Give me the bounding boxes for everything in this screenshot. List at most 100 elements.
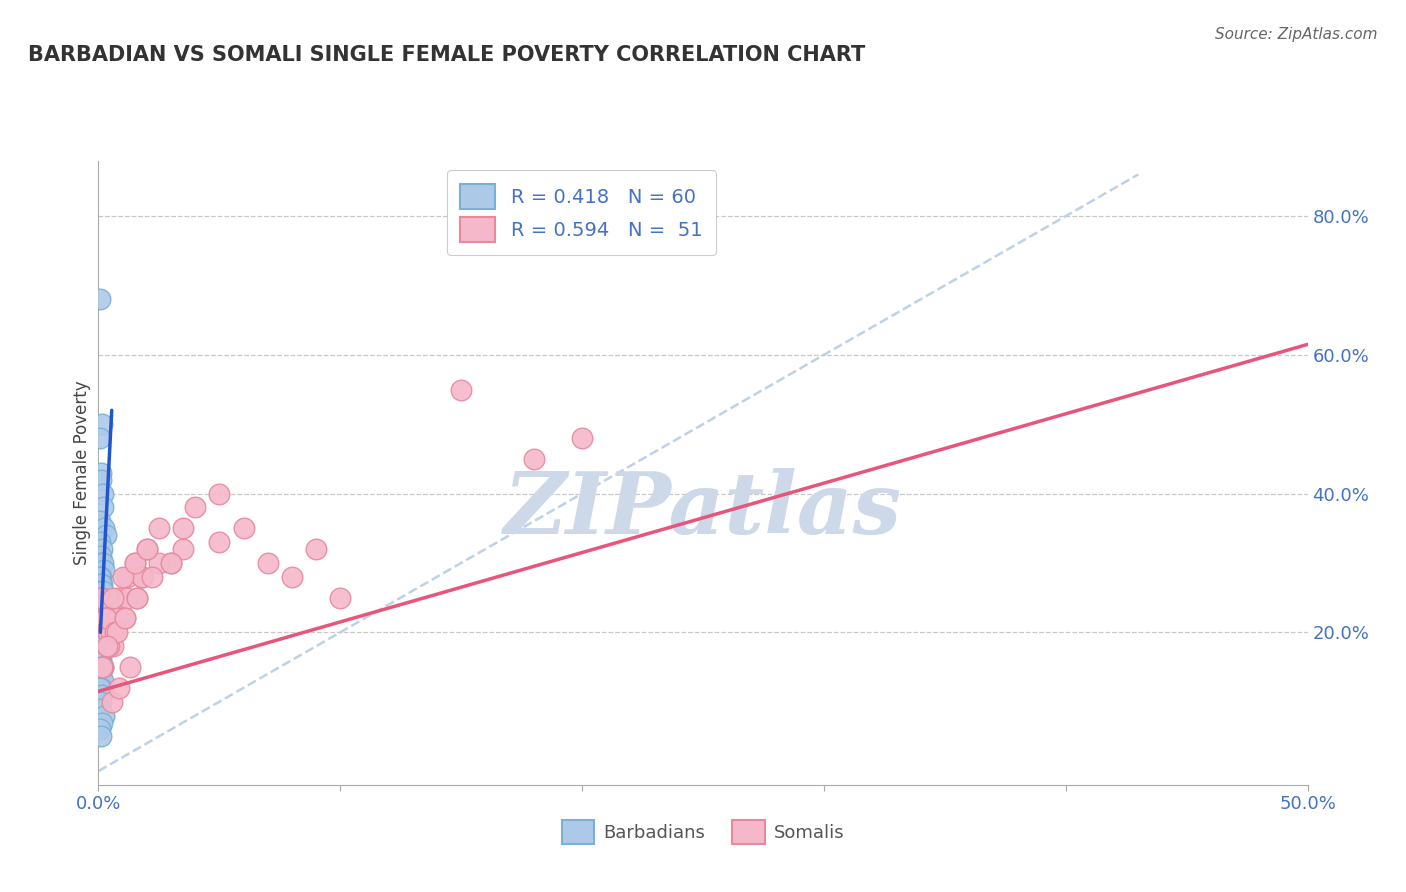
Point [90,667,112,681]
Point [89,598,111,612]
Point [91,660,114,674]
Point [94,611,117,625]
Point [127,591,149,605]
Point [91,542,114,557]
Point [89,667,111,681]
Point [118,660,141,674]
Point [450,383,472,397]
Point [117,570,139,584]
Point [91,639,114,653]
Point [91,591,114,605]
Point [90,591,112,605]
Point [89,611,111,625]
Point [91,625,114,640]
Point [329,591,352,605]
Point [89,673,111,688]
Point [90,549,112,563]
Point [91,660,114,674]
Point [91,611,114,625]
Point [93,563,115,577]
Point [96,639,118,653]
Point [90,632,112,647]
Point [89,591,111,605]
Point [107,591,129,605]
Point [148,556,170,570]
Point [172,521,194,535]
Point [91,576,114,591]
Text: Source: ZipAtlas.com: Source: ZipAtlas.com [1215,27,1378,42]
Point [131,570,153,584]
Point [124,556,146,570]
Point [89,646,111,660]
Point [208,486,231,500]
Point [91,605,114,619]
Point [90,598,112,612]
Point [523,451,546,466]
Point [89,618,111,632]
Point [94,528,117,542]
Point [90,605,112,619]
Point [91,417,114,432]
Point [93,618,115,632]
Point [98,639,121,653]
Point [91,660,114,674]
Point [305,542,328,557]
Point [100,625,122,640]
Point [281,570,304,584]
Point [97,639,120,653]
Point [114,611,136,625]
Point [90,473,112,487]
Point [91,688,114,702]
Point [100,695,122,709]
Point [89,514,111,528]
Point [90,618,112,632]
Text: BARBADIAN VS SOMALI SINGLE FEMALE POVERTY CORRELATION CHART: BARBADIAN VS SOMALI SINGLE FEMALE POVERT… [28,45,865,64]
Point [90,681,112,695]
Point [208,535,231,549]
Point [89,723,111,737]
Point [105,625,128,640]
Point [141,570,163,584]
Point [101,591,124,605]
Point [571,431,593,445]
Point [107,611,129,625]
Point [97,625,120,640]
Point [90,466,112,480]
Point [93,708,115,723]
Point [91,660,114,674]
Legend: Barbadians, Somalis: Barbadians, Somalis [554,814,852,851]
Point [90,611,112,625]
Point [160,556,183,570]
Point [89,431,111,445]
Point [91,646,114,660]
Point [111,570,134,584]
Point [89,556,111,570]
Point [89,681,111,695]
Point [91,673,114,688]
Point [135,542,157,557]
Point [91,583,114,598]
Point [135,542,157,557]
Y-axis label: Single Female Poverty: Single Female Poverty [73,381,91,565]
Text: ZIPatlas: ZIPatlas [503,468,903,552]
Point [131,570,153,584]
Point [160,556,183,570]
Point [232,521,254,535]
Point [111,611,134,625]
Point [89,570,111,584]
Point [127,591,149,605]
Point [184,500,207,515]
Point [89,653,111,667]
Point [90,570,112,584]
Point [104,625,127,640]
Point [172,542,194,557]
Point [117,591,139,605]
Point [90,730,112,744]
Point [101,639,124,653]
Point [89,632,111,647]
Point [148,521,170,535]
Point [89,701,111,715]
Point [93,611,115,625]
Point [89,535,111,549]
Point [90,653,112,667]
